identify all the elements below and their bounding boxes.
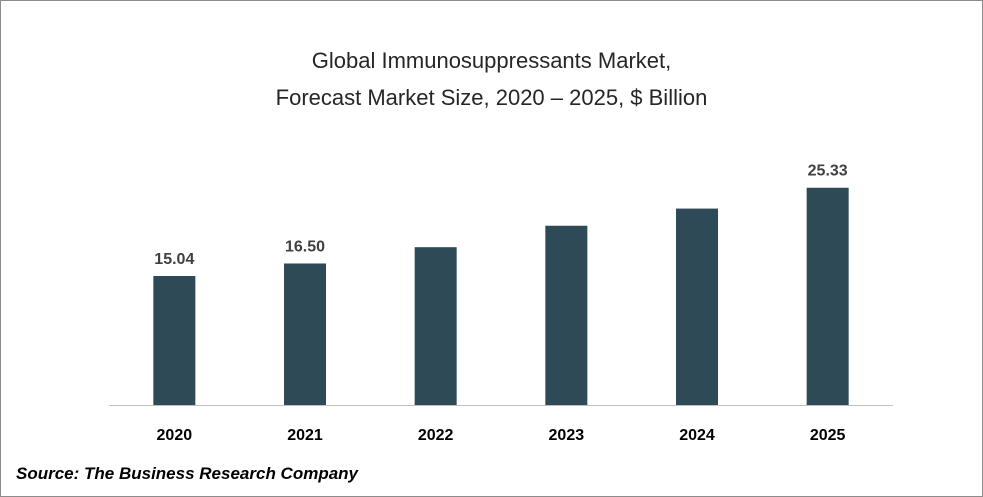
- chart-title-line-2: Forecast Market Size, 2020 – 2025, $ Bil…: [275, 85, 708, 110]
- x-tick-label-2024: 2024: [679, 427, 715, 444]
- bar-2025: [806, 187, 849, 405]
- x-tick-label-2022: 2022: [418, 427, 454, 444]
- x-tick-label-2020: 2020: [157, 427, 193, 444]
- source-note: Source: The Business Research Company: [16, 464, 359, 483]
- bar-2024: [676, 208, 718, 405]
- x-tick-label-2023: 2023: [549, 427, 585, 444]
- bar-2023: [545, 225, 588, 405]
- chart-title-line-1: Global Immunosuppressants Market,: [311, 48, 672, 73]
- bar-2022: [414, 247, 457, 405]
- data-label-2020: 15.04: [154, 251, 194, 268]
- data-label-2025: 25.33: [808, 163, 848, 180]
- x-tick-label-2021: 2021: [287, 427, 323, 444]
- x-tick-label-2025: 2025: [810, 427, 846, 444]
- bar-2021: [284, 263, 326, 405]
- data-label-2021: 16.50: [285, 238, 325, 255]
- bar-2020: [153, 276, 196, 405]
